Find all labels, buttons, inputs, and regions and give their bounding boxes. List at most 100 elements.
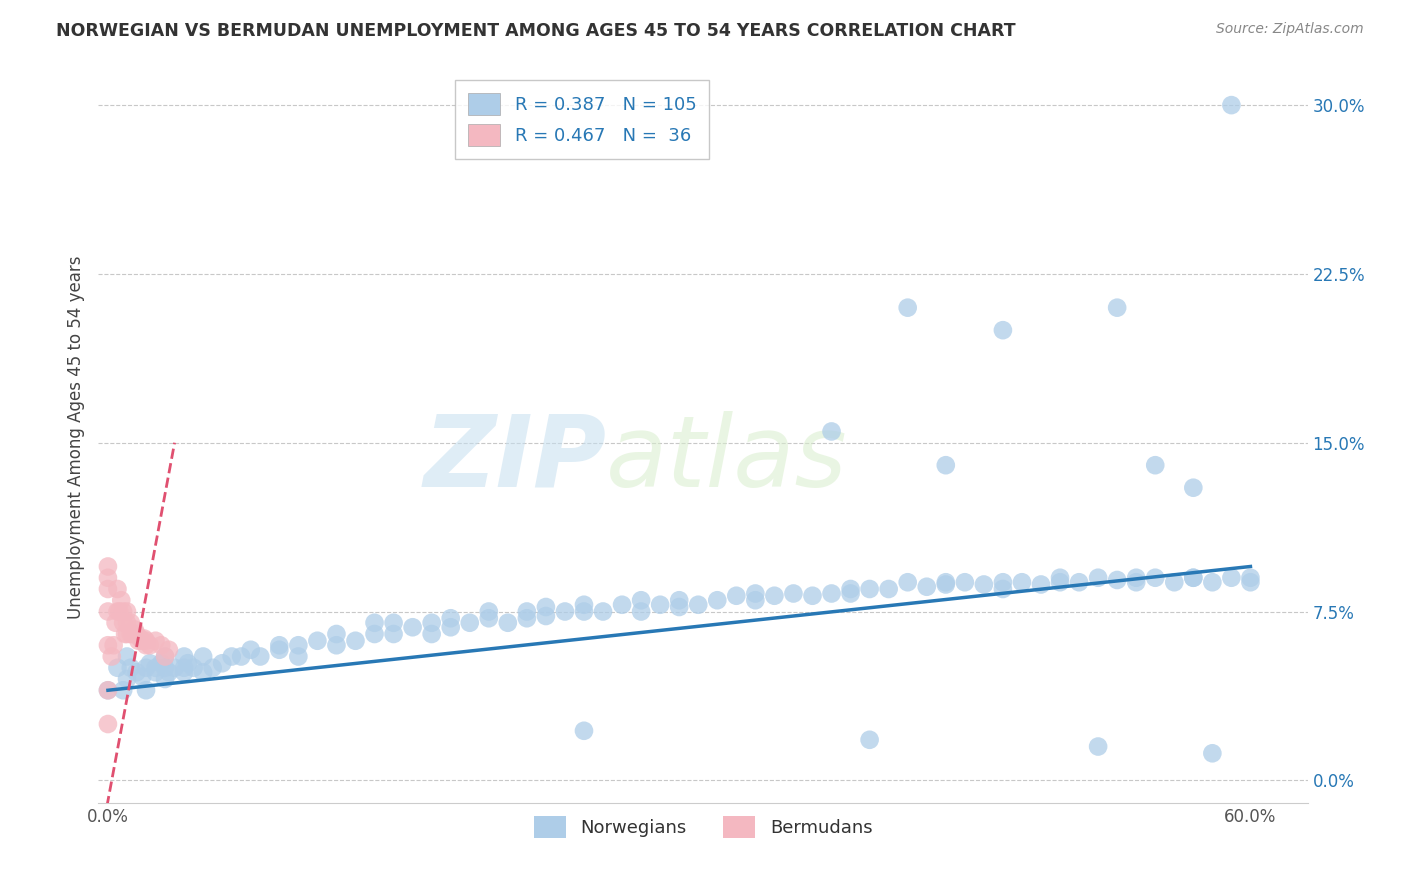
Point <box>420 615 443 630</box>
Point <box>107 661 129 675</box>
Point <box>363 627 385 641</box>
Point <box>668 599 690 614</box>
Point <box>97 605 120 619</box>
Point <box>121 627 143 641</box>
Y-axis label: Unemployment Among Ages 45 to 54 years: Unemployment Among Ages 45 to 54 years <box>66 255 84 619</box>
Point <box>915 580 938 594</box>
Point <box>125 627 148 641</box>
Legend: Norwegians, Bermudans: Norwegians, Bermudans <box>526 808 880 845</box>
Point <box>110 593 132 607</box>
Point <box>592 605 614 619</box>
Point <box>1087 739 1109 754</box>
Point <box>782 586 804 600</box>
Point <box>221 649 243 664</box>
Point <box>859 732 882 747</box>
Point <box>1144 458 1167 473</box>
Point <box>177 657 200 671</box>
Point <box>145 633 167 648</box>
Point <box>440 611 463 625</box>
Point <box>991 575 1014 590</box>
Point <box>1220 98 1243 112</box>
Point <box>201 661 224 675</box>
Point <box>897 575 920 590</box>
Point <box>97 683 120 698</box>
Point <box>112 683 135 698</box>
Point <box>134 632 156 646</box>
Point <box>173 665 195 680</box>
Point <box>572 723 595 738</box>
Point <box>1163 575 1185 590</box>
Point <box>572 598 595 612</box>
Point <box>163 661 186 675</box>
Point <box>534 599 557 614</box>
Point <box>1239 571 1261 585</box>
Point <box>744 586 766 600</box>
Point <box>534 609 557 624</box>
Point <box>630 605 652 619</box>
Point <box>630 593 652 607</box>
Point <box>115 627 138 641</box>
Point <box>104 615 127 630</box>
Point <box>496 615 519 630</box>
Point <box>650 598 672 612</box>
Point <box>139 657 162 671</box>
Point <box>108 605 131 619</box>
Point <box>153 672 176 686</box>
Point <box>211 657 233 671</box>
Point <box>1144 571 1167 585</box>
Point <box>935 575 957 590</box>
Point <box>145 665 167 680</box>
Point <box>725 589 748 603</box>
Point <box>935 577 957 591</box>
Point <box>153 661 176 675</box>
Point <box>100 649 122 664</box>
Point <box>183 661 205 675</box>
Point <box>1029 577 1052 591</box>
Point <box>1125 571 1147 585</box>
Text: ZIP: ZIP <box>423 410 606 508</box>
Point <box>153 649 176 664</box>
Point <box>382 615 405 630</box>
Point <box>120 615 142 630</box>
Point <box>115 605 138 619</box>
Point <box>973 577 995 591</box>
Point <box>97 559 120 574</box>
Text: Source: ZipAtlas.com: Source: ZipAtlas.com <box>1216 22 1364 37</box>
Point <box>153 649 176 664</box>
Point <box>572 605 595 619</box>
Point <box>820 586 842 600</box>
Point <box>307 633 329 648</box>
Point <box>554 605 576 619</box>
Point <box>97 571 120 585</box>
Point <box>516 605 538 619</box>
Point <box>877 582 900 596</box>
Point <box>157 665 180 680</box>
Point <box>125 665 148 680</box>
Point <box>120 627 142 641</box>
Point <box>1049 571 1071 585</box>
Point <box>135 683 157 698</box>
Point <box>1107 301 1129 315</box>
Point <box>269 642 291 657</box>
Point <box>325 627 347 641</box>
Point <box>191 665 214 680</box>
Point <box>325 638 347 652</box>
Point <box>97 717 120 731</box>
Point <box>135 638 157 652</box>
Point <box>239 642 262 657</box>
Point <box>97 638 120 652</box>
Point <box>363 615 385 630</box>
Point <box>127 633 149 648</box>
Point <box>97 683 120 698</box>
Point <box>139 638 162 652</box>
Point <box>935 458 957 473</box>
Point <box>820 425 842 439</box>
Point <box>112 605 135 619</box>
Point <box>1201 575 1223 590</box>
Point <box>953 575 976 590</box>
Point <box>124 623 146 637</box>
Point <box>610 598 633 612</box>
Point <box>478 611 501 625</box>
Point <box>249 649 271 664</box>
Point <box>688 598 710 612</box>
